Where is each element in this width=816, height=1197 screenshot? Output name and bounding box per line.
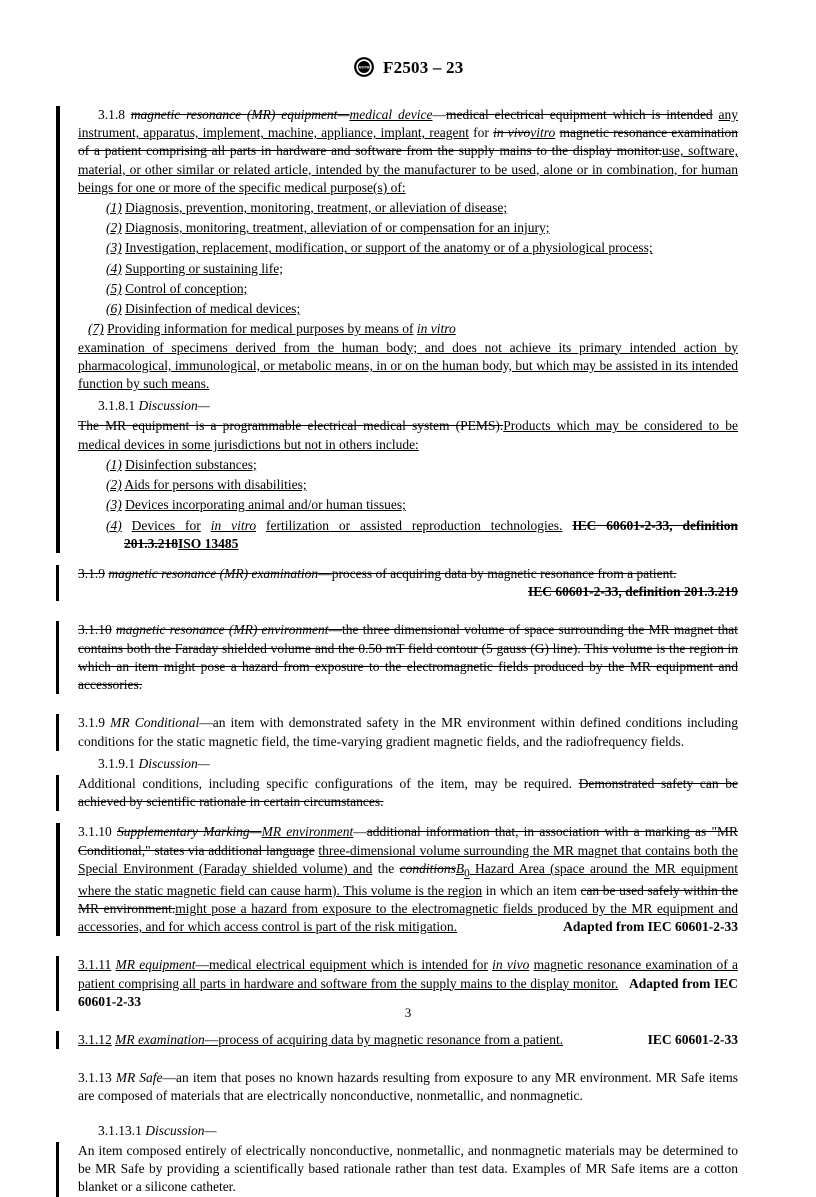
body-text: in vivo [493,125,530,140]
list-item: Investigation, replacement, modification… [125,240,652,255]
body-text: process of acquiring data by magnetic re… [218,1032,563,1047]
ref-new: ISO 13485 [178,536,238,551]
list-item: Diagnosis, monitoring, treatment, allevi… [125,220,549,235]
sec-num: 3.1.10 [78,622,112,637]
list-item: in vitro [211,518,256,533]
new-term: medical device [349,107,432,122]
term: MR examination [115,1032,205,1047]
list-item: Disinfection substances; [125,457,257,472]
discussion-label: Discussion— [139,756,210,771]
new-term: MR environment [262,824,354,839]
body-text: for [473,125,489,140]
ref-old: IEC 60601-2-33, definition 201.3.219 [528,583,738,601]
body-text: an item that poses no known hazards resu… [78,1070,738,1103]
section-3-1-10: 3.1.10 Supplementary Marking—MR environm… [56,823,738,936]
section-3-1-11: 3.1.11 MR equipment—medical electrical e… [56,956,738,1011]
sec-num: 3.1.13 [78,1070,112,1085]
list-item: Supporting or sustaining life; [125,261,283,276]
list-item: Disinfection of medical devices; [125,301,300,316]
sec-num: 3.1.9 [78,566,105,581]
body-text: in vivo [492,957,529,972]
sec-num: 3.1.9.1 [98,756,135,771]
list-item: examination of specimens derived from th… [78,339,738,394]
section-3-1-8: 3.1.8 magnetic resonance (MR) equipment—… [56,106,738,553]
astm-logo-icon: ASTM [353,56,375,78]
section-3-1-9: 3.1.9 MR Conditional—an item with demons… [56,714,738,750]
list-item: in vitro [417,321,456,336]
old-term: Supplementary Marking [117,824,250,839]
term: MR Conditional [110,715,199,730]
section-3-1-9-1: Additional conditions, including specifi… [56,775,738,811]
sec-num: 3.1.9 [78,715,105,730]
section-3-1-13-1: An item composed entirely of electricall… [56,1142,738,1197]
discussion-label: Discussion— [139,398,210,413]
list-item: Control of conception; [125,281,247,296]
body-text: in which an item [482,883,580,898]
term: MR equipment [116,957,196,972]
list-item: Diagnosis, prevention, monitoring, treat… [125,200,507,215]
body-text: The MR equipment is a programmable elect… [78,418,503,433]
sec-num: 3.1.8.1 [98,398,135,413]
list-item: Providing information for medical purpos… [107,321,413,336]
list-item: Devices for [132,518,201,533]
ref: IEC 60601-2-33 [648,1031,738,1049]
sec-num: 3.1.10 [78,824,112,839]
page-header: ASTM F2503 – 23 [78,56,738,80]
section-3-1-12: 3.1.12 MR examination—process of acquiri… [56,1031,738,1049]
section-3-1-10-old: 3.1.10 magnetic resonance (MR) environme… [56,621,738,694]
sec-num: 3.1.12 [78,1032,112,1047]
body-text: An item composed entirely of electricall… [78,1142,738,1197]
page: ASTM F2503 – 23 3.1.8 magnetic resonance… [0,0,816,1056]
body-text: B [456,861,464,876]
body-text: Additional conditions, including specifi… [78,776,572,791]
list-item: Aids for persons with disabilities; [124,477,306,492]
body-text: process of acquiring data by magnetic re… [332,566,677,581]
designation: F2503 – 23 [383,58,463,77]
page-number: 3 [0,1004,816,1022]
sec-num: 3.1.11 [78,957,111,972]
section-3-1-13: 3.1.13 MR Safe—an item that poses no kno… [78,1069,738,1105]
sec-num: 3.1.8 [98,107,125,122]
body-text: medical electrical equipment which is in… [446,107,713,122]
ref: Adapted from IEC 60601-2-33 [563,918,738,936]
sec-num: 3.1.13.1 [98,1123,142,1138]
list-item: Devices incorporating animal and/or huma… [125,497,406,512]
discussion-label: Discussion— [145,1123,216,1138]
section-3-1-9-old: 3.1.9 magnetic resonance (MR) examinatio… [56,565,738,601]
old-term: magnetic resonance (MR) environment [116,622,329,637]
old-term: magnetic resonance (MR) equipment [131,107,338,122]
term: MR Safe [116,1070,163,1085]
old-term: magnetic resonance (MR) examination [108,566,318,581]
svg-text:ASTM: ASTM [358,66,369,70]
body-text: the [372,861,399,876]
list-item: fertilization or assisted reproduction t… [266,518,562,533]
body-text: medical electrical equipment which is in… [209,957,488,972]
body-text: conditions [400,861,456,876]
body-text: vitro [530,125,555,140]
